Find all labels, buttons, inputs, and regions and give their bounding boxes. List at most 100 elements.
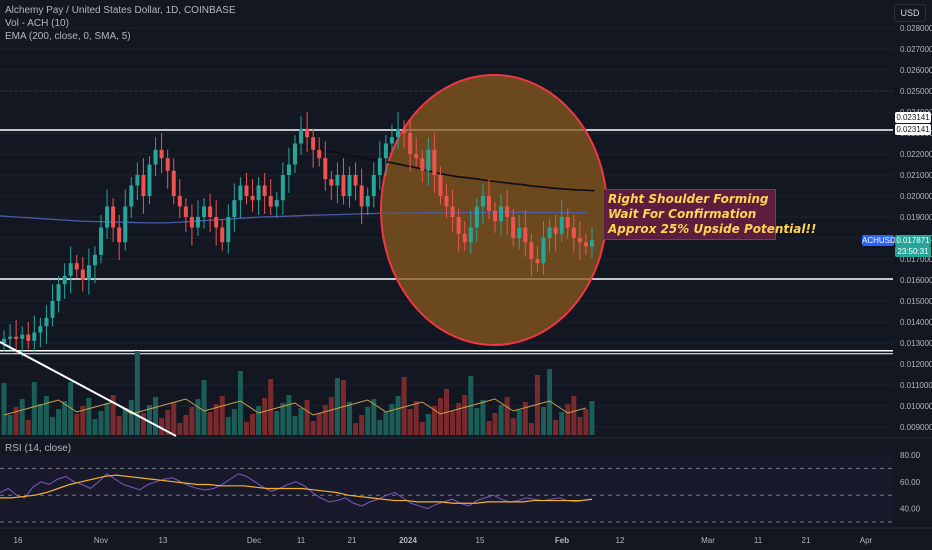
candle-body [129,185,134,207]
volume-bar [207,412,213,435]
price-tick-label: 0.011000 [900,381,932,390]
volume-bar [353,423,359,435]
volume-bar [274,411,280,435]
candle-body [26,334,31,341]
volume-bar [322,405,328,435]
highlight-circle [380,74,608,346]
candle-body [8,336,13,339]
volume-bar [347,402,353,435]
candle-body [565,217,570,228]
candle-body [14,336,19,339]
annotation-box[interactable]: Right Shoulder Forming Wait For Confirma… [603,189,816,240]
volume-bar [189,407,195,435]
candle-body [335,175,340,186]
candle-body [353,175,358,186]
candle-body [511,217,516,238]
candle-body [438,175,443,196]
candle-body [456,217,461,234]
candle-body [365,196,370,207]
candle-body [480,196,485,207]
volume-bar [413,401,419,435]
volume-bar [504,397,510,435]
volume-bar [419,422,425,435]
price-tick-label: 0.009000 [900,423,932,432]
volume-bar [425,414,431,435]
volume-bar [146,405,152,435]
volume-bar [201,380,207,435]
volume-bar [159,418,165,435]
volume-bar [134,351,140,435]
candle-body [371,175,376,196]
volume-bar [140,413,146,435]
volume-bar [401,377,407,435]
currency-button[interactable]: USD [894,4,926,22]
rsi-indicator-label[interactable]: RSI (14, close) [5,443,72,454]
volume-bar [268,379,274,435]
candle-body [195,217,200,228]
volume-bar [171,402,177,435]
volume-bar [25,420,31,435]
volume-bar [583,409,589,435]
volume-bar [183,415,189,435]
candle-body [486,196,491,211]
rsi-tick-label: 60.00 [900,478,921,487]
volume-bars [1,351,595,435]
volume-bar [377,420,383,435]
candle-body [329,179,334,186]
price-tick-label: 0.017000 [900,255,932,264]
time-tick-label: 2024 [399,536,417,545]
volume-indicator-label[interactable]: Vol - ACH (10) [5,18,69,29]
volume-bar [534,375,540,435]
volume-bar [250,414,256,435]
volume-bar [553,420,559,435]
candle-body [341,175,346,196]
volume-bar [225,417,231,435]
volume-bar [450,411,456,435]
candle-body [414,154,419,159]
candle-body [44,317,49,327]
volume-bar [1,383,7,435]
time-tick-label: 11 [297,536,306,545]
candle-body [80,269,85,280]
price-tick-label: 0.016000 [900,276,932,285]
volume-bar [528,423,534,435]
candle-body [238,185,243,201]
price-tick-label: 0.013000 [900,339,932,348]
volume-bar [177,423,183,435]
candle-body [408,133,413,154]
candle-body [420,158,425,171]
ema-indicator-label[interactable]: EMA (200, close, 0, SMA, 5) [5,31,131,42]
symbol-title[interactable]: Alchemy Pay / United States Dollar, 1D, … [5,5,236,16]
volume-bar [577,417,583,435]
price-axis[interactable]: 0.0280000.0270000.0260000.0250000.024000… [900,24,932,514]
volume-bar [262,398,268,435]
time-axis[interactable]: 16 Nov 13 Dec 11 21 2024 15 Feb 12 Mar 11 21 Apr [0,527,932,545]
volume-bar [92,419,98,435]
volume-bar [359,415,365,435]
volume-bar [49,417,55,435]
price-tick-label: 0.022000 [900,150,932,159]
price-tick-label: 0.028000 [900,24,932,33]
volume-bar [304,400,310,435]
candle-body [74,263,79,270]
time-tick-label: 13 [159,536,168,545]
volume-bar [559,412,565,435]
candle-body [268,196,273,207]
candle-body [153,149,158,165]
descending-trend-line [0,341,177,437]
candle-body [432,149,437,175]
volume-bar [510,418,516,435]
volume-bar [195,399,201,435]
level-price-tag: 0.023141 [895,112,931,123]
volume-bar [56,409,62,435]
volume-bar [480,400,486,435]
time-tick-label: 21 [802,536,811,545]
candle-body [105,206,110,228]
volume-bar [462,395,468,435]
rsi-tick-label: 40.00 [900,505,921,514]
candlesticks [2,112,594,357]
candle-body [214,217,219,228]
volume-bar [165,410,171,435]
candle-body [292,143,297,165]
